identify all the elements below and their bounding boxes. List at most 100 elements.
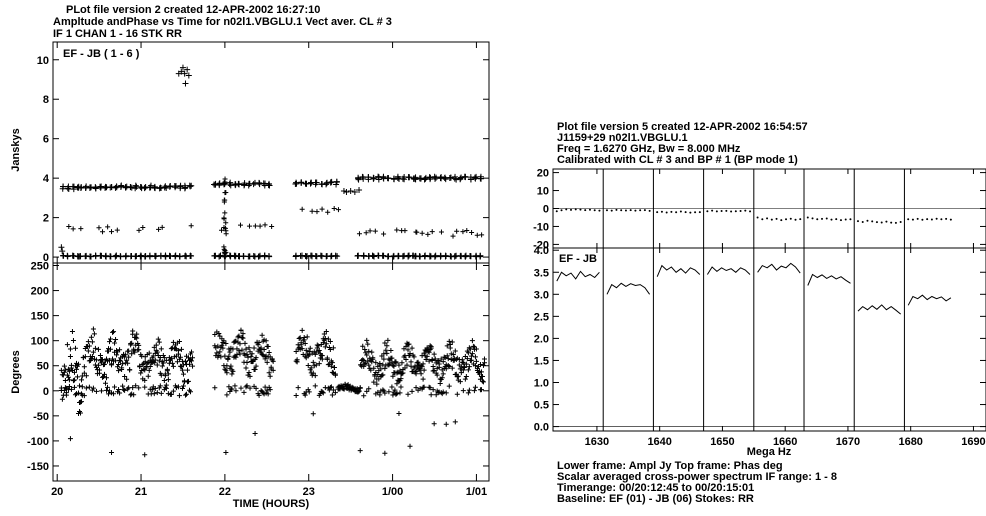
phase-point [322,344,328,350]
amplitude-point [399,253,406,260]
phase-point [62,378,68,384]
amplitude-point [462,173,469,180]
amplitude-point [256,179,263,186]
phase-point [214,350,220,356]
phase-point [305,363,311,369]
amplitude-point [226,181,233,188]
phase-point [472,354,478,360]
phase-freq-point [935,217,938,220]
amp-freq-y-tick-label: 0.0 [534,422,549,434]
amplitude-point [343,188,350,195]
amplitude-point [223,220,229,226]
phase-point [236,348,242,354]
amplitude-point [60,183,67,190]
phase-point [111,391,117,397]
phase-point [267,387,273,393]
phase-point [382,390,388,396]
amplitude-point [64,253,71,260]
phase-point [239,347,245,353]
phase-point [66,368,72,374]
phase-point [293,349,299,355]
phase-point [217,349,223,355]
phase-point [320,390,326,396]
phase-point [90,326,96,332]
phase-point [310,359,316,365]
phase-point [230,368,236,374]
amplitude-point [340,187,347,194]
phase-point [247,385,253,391]
phase-point [371,365,377,371]
phase-point [465,390,471,396]
phase-point [226,353,232,359]
phase-freq-point [624,209,627,212]
phase-point [324,355,330,361]
phase-freq-point [739,210,742,213]
amplitude-point [86,185,93,192]
phase-freq-point [821,217,824,220]
phase-point [380,372,386,378]
amplitude-point [156,185,163,192]
phase-point [86,384,92,390]
phase-point [244,383,250,389]
phase-point [131,392,137,398]
phase-freq-point [811,217,814,220]
phase-point [78,410,84,416]
amplitude-point [231,252,238,259]
amp-freq-ticks: 0.0 0.5 1.0 1.5 2.0 2.5 3.0 3.5 4.0 1630 1640 1650 1… [534,245,986,448]
amplitude-point [332,253,339,260]
amplitude-point [405,174,412,181]
phase-point [312,373,318,379]
amplitude-point [77,253,84,260]
phase-point [67,436,73,442]
phase-point [299,327,305,333]
amplitude-point [223,231,229,237]
phase-point [382,450,388,456]
phase-point [423,356,429,362]
phase-point [293,393,299,399]
amplitude-y-tick-label: 6 [43,134,49,146]
amp-freq-y-tick-label: 2.5 [534,311,549,323]
phase-point [434,372,440,378]
phase-point [478,387,484,393]
phase-point [362,361,368,367]
phase-point [266,350,272,356]
right-header-line-1: Plot file version 5 created 12-APR-2002 … [557,121,808,133]
phase-point [122,373,128,379]
phase-point [362,346,368,352]
phase-point [83,373,89,379]
phase-freq-point [593,209,596,212]
phase-point [421,384,427,390]
phase-freq-point [569,208,572,211]
phase-freq-y-tick-label: -10 [533,221,549,233]
phase-point [447,345,453,351]
phase-point [95,362,101,368]
right-header-line-2: J1159+29 n02l1.VBGLU.1 [557,132,688,144]
phase-point [243,346,249,352]
phase-point [189,358,195,364]
amplitude-point [187,252,194,259]
phase-point [369,349,375,355]
phase-freq-point [615,208,618,211]
phase-point [91,331,97,337]
phase-point [124,357,130,363]
phase-point [249,351,255,357]
amplitude-point [184,66,191,73]
phase-point [478,369,484,375]
phase-point [454,391,460,397]
phase-point [79,384,85,390]
amplitude-y-tick-label: 4 [43,173,50,185]
phase-point [227,349,233,355]
phase-point [85,348,91,354]
amplitude-point [432,175,439,182]
phase-point [224,370,230,376]
phase-point [129,340,135,346]
amplitude-point [181,70,188,77]
phase-frame [52,262,490,482]
amplitude-point [219,227,225,233]
phase-point [145,373,151,379]
phase-point [431,351,437,357]
phase-point [224,392,230,398]
phase-point [331,365,337,371]
phase-point [381,356,387,362]
phase-point [89,339,95,345]
